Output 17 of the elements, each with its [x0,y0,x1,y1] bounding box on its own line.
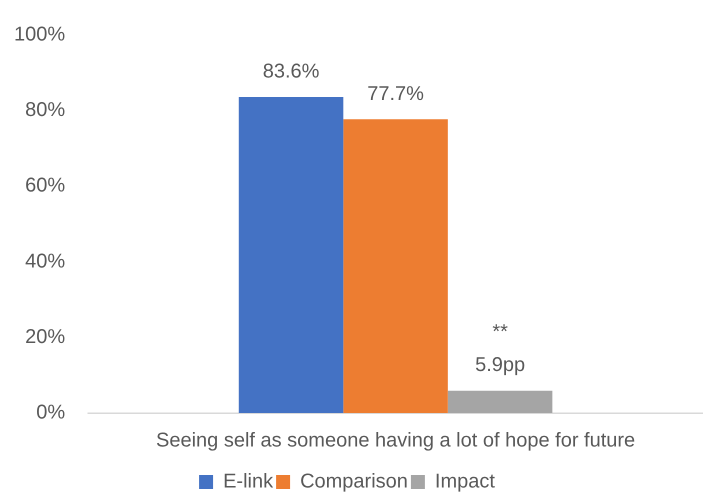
y-tick-label: 60% [25,174,66,197]
bar [343,119,448,413]
legend-label: Comparison [300,470,408,493]
y-tick-label: 80% [25,99,66,122]
annotation: ** [492,321,508,344]
bar [238,96,344,413]
y-tick-label: 0% [36,402,66,424]
legend-label: E-link [223,470,274,493]
data-label: 77.7% [367,82,424,105]
y-tick-label: 40% [25,250,66,272]
y-tick-label: 100% [14,24,66,46]
x-tick-label: Seeing self as someone having a lot of hope for future [156,430,636,452]
y-tick-label: 20% [25,326,66,348]
data-label: 83.6% [262,60,320,83]
legend-label: Impact [434,470,496,493]
bar [448,390,552,413]
data-label: 5.9pp [475,354,526,376]
